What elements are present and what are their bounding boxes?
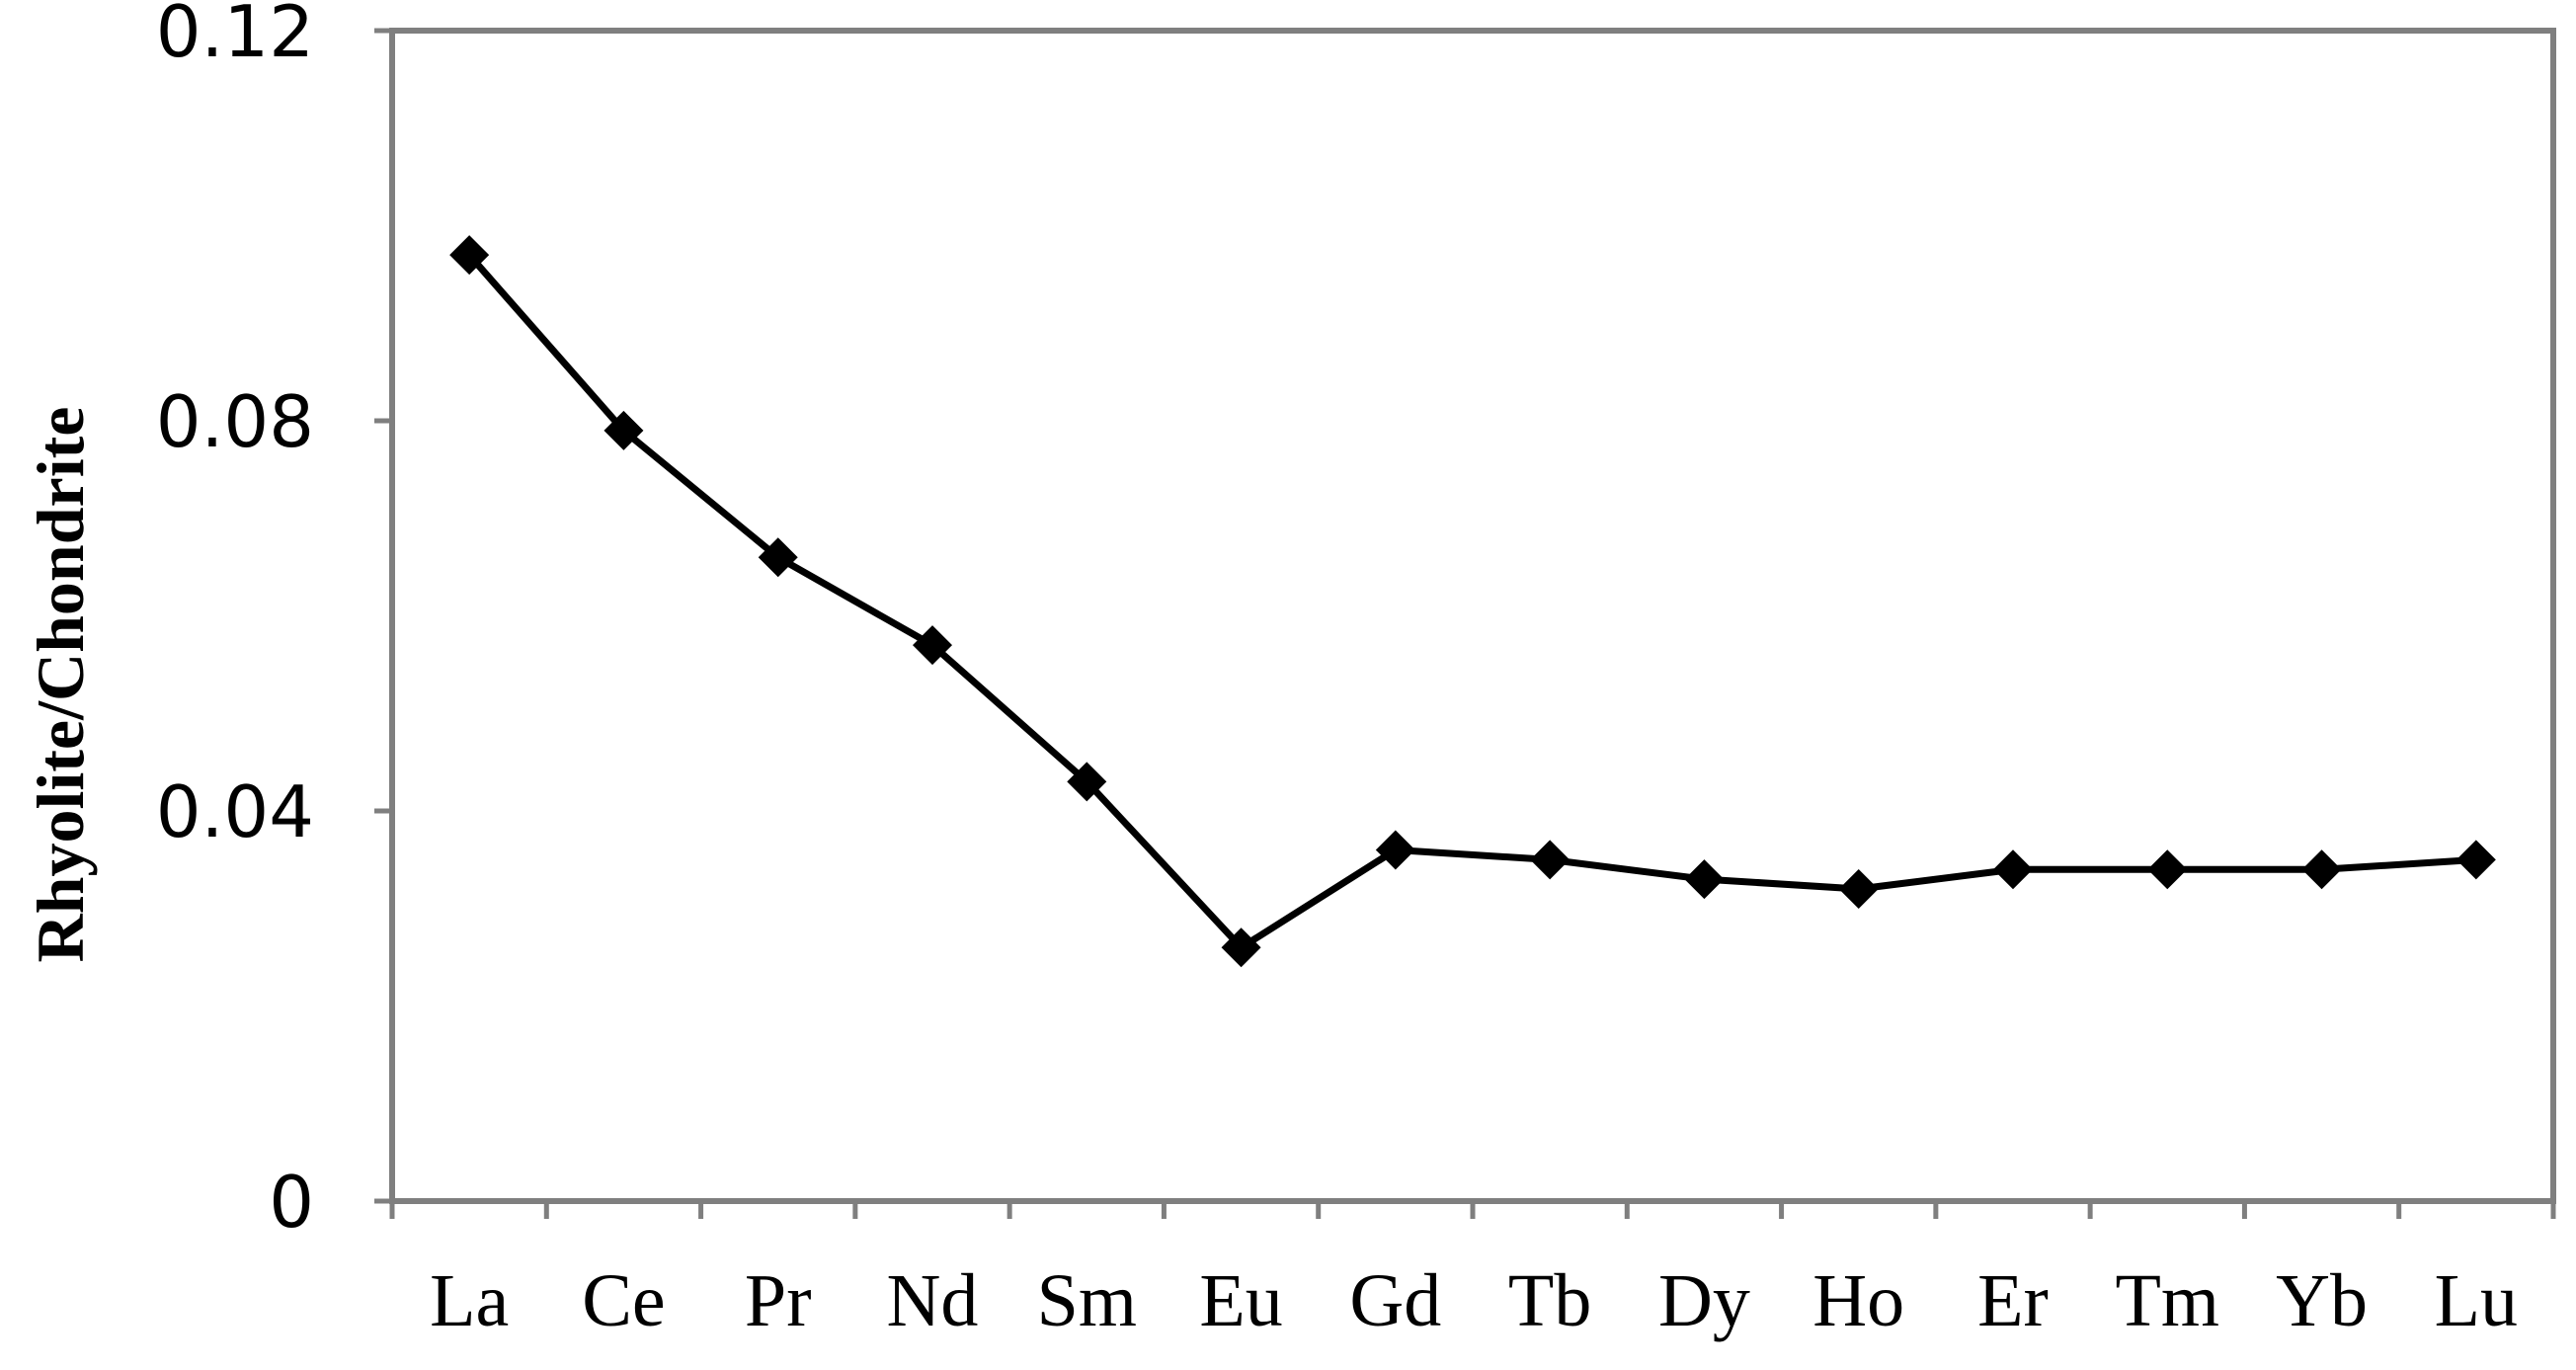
plot-frame [389, 28, 2556, 1204]
x-tick-label: Dy [1658, 1259, 1750, 1342]
data-point-marker [2301, 849, 2342, 890]
x-tick-label: Ce [582, 1259, 665, 1342]
data-point-marker [1684, 859, 1725, 900]
data-point-marker [449, 235, 490, 276]
x-tick-label: Nd [887, 1259, 979, 1342]
series-line [466, 252, 2477, 951]
x-tick-label: Gd [1349, 1259, 1441, 1342]
y-tick-label: 0.08 [156, 380, 314, 463]
y-tick-label: 0 [269, 1161, 314, 1244]
y-axis-label: Rhyolite/Chondrite [23, 407, 98, 963]
x-tick-label: La [430, 1259, 509, 1342]
x-tick-label: Tb [1508, 1259, 1591, 1342]
data-point-marker [1375, 830, 1415, 870]
data-point-marker [2455, 840, 2496, 880]
x-axis: La Ce Pr Nd Sm Eu Gd Tb Dy Ho Er Tm Yb Lu [389, 1201, 2556, 1342]
data-point-marker [2147, 849, 2188, 890]
x-tick-label: Lu [2435, 1259, 2518, 1342]
data-point-marker [1067, 762, 1107, 802]
y-axis: 0 0.04 0.08 0.12 [156, 0, 392, 1244]
x-tick-label: Eu [1199, 1259, 1282, 1342]
x-tick-label: Ho [1812, 1259, 1904, 1342]
x-tick-label: Tm [2116, 1259, 2220, 1342]
data-point-marker [1993, 849, 2033, 890]
data-point-marker [1221, 927, 1261, 968]
y-tick-label: 0.12 [156, 0, 314, 73]
x-tick-label: Pr [745, 1259, 812, 1342]
data-point-marker [1838, 869, 1879, 909]
data-point-marker [1530, 840, 1570, 880]
x-tick-label: Sm [1037, 1259, 1137, 1342]
data-point-marker [758, 537, 798, 578]
x-tick-label: Yb [2276, 1259, 2368, 1342]
y-tick-label: 0.04 [156, 770, 314, 853]
x-tick-label: Er [1977, 1259, 2049, 1342]
data-point-marker [604, 410, 644, 450]
data-point-marker [913, 625, 952, 666]
series-markers [449, 235, 2496, 968]
